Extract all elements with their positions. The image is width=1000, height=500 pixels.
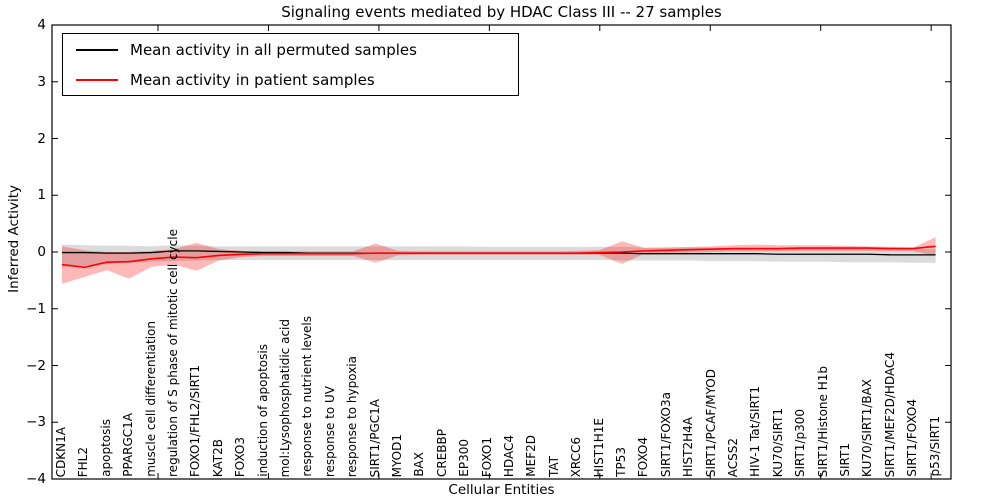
- legend-item-patient: Mean activity in patient samples: [63, 65, 518, 94]
- x-entity-label: CDKN1A: [54, 426, 68, 477]
- x-entity-label: XRCC6: [569, 436, 584, 477]
- y-tick-label: −2: [26, 357, 46, 374]
- y-tick-label: −4: [26, 471, 46, 487]
- x-entity-label: SIRT1/p300: [793, 408, 808, 477]
- x-entity-label: HIST1H1E: [591, 417, 606, 477]
- x-entity-label: MEF2D: [524, 435, 539, 477]
- x-axis-label: Cellular Entities: [448, 482, 555, 498]
- x-entity-label: response to nutrient levels: [300, 316, 315, 477]
- x-entity-label: BAX: [412, 452, 427, 477]
- y-tick-label: 2: [37, 130, 46, 147]
- x-entity-label: KAT2B: [210, 438, 225, 477]
- x-entity-label: muscle cell differentiation: [143, 321, 158, 477]
- x-entity-label: HDAC4: [502, 434, 516, 477]
- x-entity-label: SIRT1/PCAF/MYOD: [703, 368, 718, 477]
- y-tick-label: 3: [37, 73, 46, 90]
- x-entity-label: SIRT1/FOXO3a: [658, 391, 673, 477]
- patient-line-swatch: [76, 78, 118, 81]
- patient-mean-line: [61, 245, 936, 269]
- y-tick-label: 4: [37, 17, 46, 33]
- x-entity-label: PPARGC1A: [121, 413, 136, 477]
- x-entity-label: TP53: [614, 447, 628, 477]
- x-entity-label: FOXO3: [233, 436, 248, 477]
- x-entity-label: SIRT1/Histone H1b: [815, 365, 830, 477]
- x-entity-label: apoptosis: [98, 419, 113, 477]
- x-entity-label: MYOD1: [390, 433, 404, 477]
- x-entity-label: p53/SIRT1: [927, 416, 942, 477]
- x-entity-label: response to UV: [322, 385, 337, 477]
- x-entity-label: HIST2H4A: [681, 416, 696, 477]
- legend-box: Mean activity in all permuted samples Me…: [62, 33, 519, 96]
- x-entity-label: FOXO4: [636, 436, 651, 477]
- y-tick-label: −3: [26, 414, 46, 431]
- x-entity-label: KU70/SIRT1/BAX: [860, 379, 875, 477]
- x-entity-label: SIRT1/MEF2D/HDAC4: [882, 351, 897, 477]
- x-entity-label: regulation of S phase of mitotic cell cy…: [166, 229, 180, 477]
- chart-title: Signaling events mediated by HDAC Class …: [281, 3, 722, 21]
- x-entity-label: TAT: [546, 455, 561, 477]
- x-entity-label: FOXO1/FHL2/SIRT1: [188, 364, 203, 477]
- x-entity-label: CREBBP: [434, 429, 449, 477]
- x-entity-label: ACSS2: [726, 437, 740, 477]
- x-entity-label: induction of apoptosis: [255, 344, 270, 477]
- y-tick-label: −1: [26, 300, 46, 317]
- y-tick-label: 0: [37, 244, 46, 260]
- x-entity-label: SIRT1: [838, 443, 852, 477]
- legend-label-permuted: Mean activity in all permuted samples: [130, 40, 417, 59]
- y-tick-label: 1: [37, 187, 46, 204]
- permuted-confidence-band: [62, 244, 936, 268]
- legend-item-permuted: Mean activity in all permuted samples: [63, 35, 518, 64]
- permuted-line-swatch: [76, 48, 118, 51]
- x-entity-label: mol:Lysophosphatidic acid: [278, 318, 292, 477]
- x-entity-label: SIRT1/PGC1A: [367, 398, 382, 477]
- x-entity-label: response to hypoxia: [345, 355, 360, 477]
- x-entity-label: FOXO1: [479, 436, 494, 477]
- x-entity-label: FHL2: [76, 446, 91, 477]
- x-entity-label: SIRT1/FOXO4: [905, 399, 920, 477]
- x-entity-label: KU70/SIRT1: [770, 407, 785, 477]
- x-entity-label: HIV-1 Tat/SIRT1: [748, 386, 763, 477]
- x-entity-label: EP300: [457, 439, 472, 477]
- legend-label-patient: Mean activity in patient samples: [130, 70, 375, 89]
